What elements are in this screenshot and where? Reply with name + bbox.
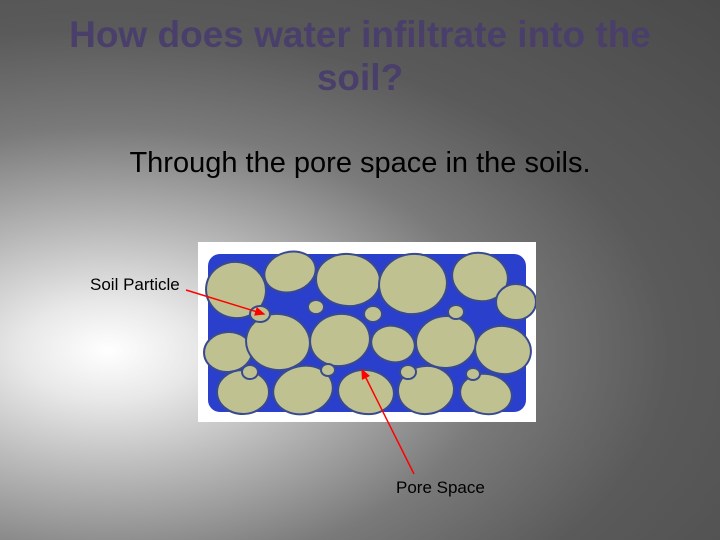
label-soil-particle: Soil Particle [90, 275, 180, 295]
page-title: How does water infiltrate into the soil? [0, 0, 720, 99]
soil-particles-svg [198, 242, 536, 422]
soil-diagram [198, 242, 536, 422]
subtitle: Through the pore space in the soils. [0, 147, 720, 180]
label-pore-space: Pore Space [396, 478, 485, 498]
title-line2: soil? [0, 57, 720, 100]
title-line1: How does water infiltrate into the [0, 14, 720, 57]
